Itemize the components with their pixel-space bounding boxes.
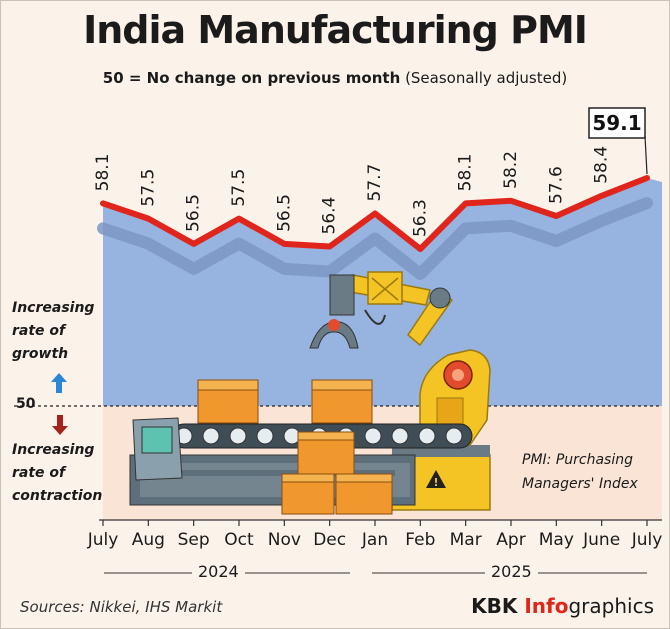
x-tick-label-5: Dec xyxy=(313,530,346,550)
brand-kbk: KBK xyxy=(471,594,525,618)
contraction-label-line-3: contraction xyxy=(12,488,103,504)
x-tick-label-1: Aug xyxy=(132,530,165,550)
value-label-7: 56.3 xyxy=(410,199,430,237)
growth-label-line-2: rate of xyxy=(12,323,66,339)
box-middle-upper xyxy=(311,379,373,424)
conveyor-rollers xyxy=(175,427,463,445)
box-stack-right xyxy=(335,473,393,515)
x-tick-label-7: Feb xyxy=(405,530,435,550)
value-label-highlight-box xyxy=(588,107,646,139)
baseline-label: 50 xyxy=(16,396,36,412)
contraction-label-line-2: rate of xyxy=(12,465,66,481)
value-label-11: 58.4 xyxy=(592,146,612,184)
box-stack-top xyxy=(297,431,355,475)
x-axis-layer: July Aug Sep Oct Nov Dec Jan Feb Mar Apr May June Ju… xyxy=(87,519,663,574)
subtitle-bold: 50 = No change on previous month xyxy=(102,69,401,87)
x-tick-label-9: Apr xyxy=(496,530,525,550)
x-tick-label-0: July xyxy=(87,530,119,550)
roller-10 xyxy=(445,427,463,445)
value-label-0: 58.1 xyxy=(93,153,113,191)
robot-gripper-icon xyxy=(309,321,359,349)
x-tick-label-12: July xyxy=(631,530,663,550)
value-label-3: 57.5 xyxy=(229,169,249,207)
x-tick-label-10: May xyxy=(539,530,574,550)
up-arrow-icon xyxy=(51,373,67,393)
x-tick-label-11: June xyxy=(582,530,620,550)
robot-wrist xyxy=(329,274,355,316)
value-label-10: 57.6 xyxy=(546,166,566,204)
x-tick-label-6: Jan xyxy=(361,530,388,550)
value-label-leader xyxy=(644,135,648,175)
value-label-2: 56.5 xyxy=(184,194,204,232)
roller-9 xyxy=(418,427,436,445)
pmi-note: PMI: Purchasing Managers' Index xyxy=(522,448,638,496)
roller-3 xyxy=(256,427,274,445)
value-label-6: 57.7 xyxy=(365,164,385,202)
roller-8 xyxy=(391,427,409,445)
down-arrow-icon xyxy=(52,415,68,435)
year-label-2024: 2024 xyxy=(192,562,245,581)
year-label-2025: 2025 xyxy=(485,562,538,581)
warning-sign-icon xyxy=(426,470,446,488)
roller-1 xyxy=(202,427,220,445)
value-label-9: 58.2 xyxy=(501,151,521,189)
growth-label: Increasing rate of growth xyxy=(12,297,94,366)
value-label-12: 59.1 xyxy=(592,111,641,135)
value-label-8: 58.1 xyxy=(456,153,476,191)
factory-robot-illustration: ! xyxy=(129,271,491,515)
growth-label-line-3: growth xyxy=(12,346,69,362)
svg-text:!: ! xyxy=(433,476,438,489)
x-tick-label-2: Sep xyxy=(178,530,210,550)
pmi-line xyxy=(100,175,650,252)
value-label-4: 56.5 xyxy=(274,194,294,232)
control-screen xyxy=(141,426,173,454)
x-tick-label-4: Nov xyxy=(268,530,301,550)
box-left-upper xyxy=(197,379,259,424)
brand-logo: KBK Infographics xyxy=(471,594,654,618)
box-stack-left xyxy=(281,473,335,515)
chart-title: India Manufacturing PMI xyxy=(83,8,588,52)
pmi-note-line-2: Managers' Index xyxy=(522,476,638,492)
line-shadow-band xyxy=(97,197,653,280)
x-tick-label-8: Mar xyxy=(450,530,482,550)
subtitle-light: (Seasonally adjusted) xyxy=(405,69,568,87)
value-label-1: 57.5 xyxy=(138,169,158,207)
roller-7 xyxy=(364,427,382,445)
sources-credit: Sources: Nikkei, IHS Markit xyxy=(20,598,223,616)
contraction-label-line-1: Increasing xyxy=(12,442,95,458)
brand-info: Info xyxy=(524,594,569,618)
brand-graphics: graphics xyxy=(568,594,654,618)
roller-2 xyxy=(229,427,247,445)
contraction-label: Increasing rate of contraction xyxy=(12,439,102,508)
growth-label-line-1: Increasing xyxy=(12,300,95,316)
value-label-5: 56.4 xyxy=(320,197,340,235)
chart-subtitle: 50 = No change on previous month (Season… xyxy=(0,69,670,87)
pmi-note-line-1: PMI: Purchasing xyxy=(522,452,633,468)
x-tick-label-3: Oct xyxy=(224,530,254,550)
